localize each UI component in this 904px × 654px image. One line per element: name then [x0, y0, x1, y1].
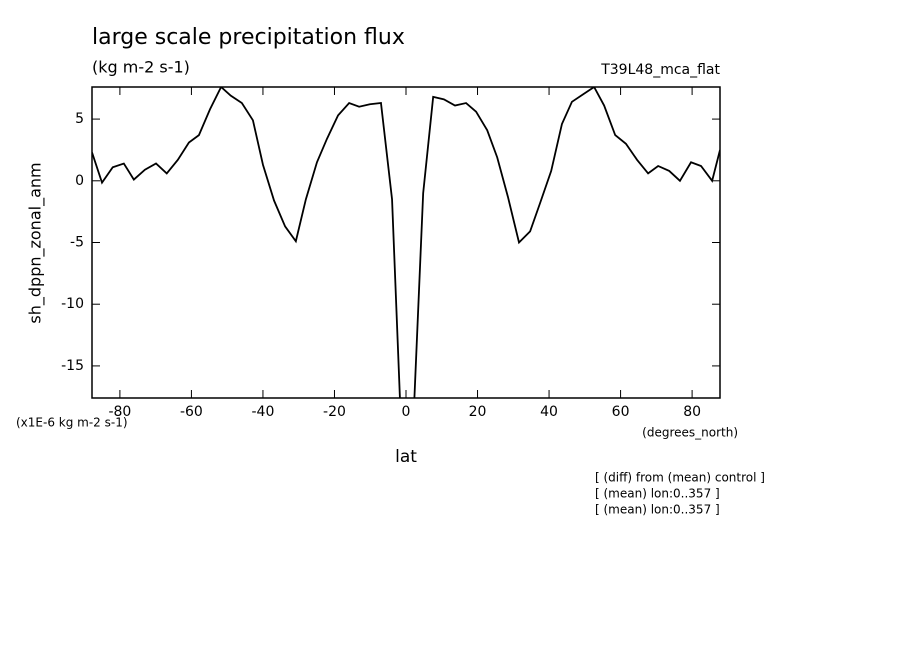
x-tick-label: 60	[612, 404, 630, 420]
note: [ (diff) from (mean) control ]	[595, 471, 765, 485]
x-tick-label: 40	[540, 404, 558, 420]
y-tick-label: 0	[75, 173, 84, 189]
data-line	[92, 87, 720, 398]
y-tick-label: -5	[70, 235, 84, 251]
x-units: (degrees_north)	[642, 426, 738, 440]
x-tick-label: 0	[402, 404, 411, 420]
chart-title: large scale precipitation flux	[92, 25, 405, 50]
run-label: T39L48_mca_flat	[600, 62, 720, 78]
x-axis-label: lat	[395, 447, 417, 467]
x-tick-label: -60	[180, 404, 203, 420]
y-axis-label: sh_dppn_zonal_anm	[26, 162, 46, 323]
x-tick-label: -40	[252, 404, 275, 420]
x-tick-label: 20	[469, 404, 487, 420]
y-tick-label: -10	[61, 296, 84, 312]
x-tick-label: 80	[683, 404, 701, 420]
y-tick-label: -15	[61, 358, 84, 374]
plot-frame	[91, 86, 721, 399]
note: [ (mean) lon:0..357 ]	[595, 487, 720, 501]
x-tick-label: -20	[323, 404, 346, 420]
x-tick-label: -80	[108, 404, 131, 420]
y-units: (x1E-6 kg m-2 s-1)	[16, 416, 128, 430]
y-tick-label: 5	[75, 111, 84, 127]
note: [ (mean) lon:0..357 ]	[595, 503, 720, 517]
subtitle: (kg m-2 s-1)	[92, 58, 190, 77]
